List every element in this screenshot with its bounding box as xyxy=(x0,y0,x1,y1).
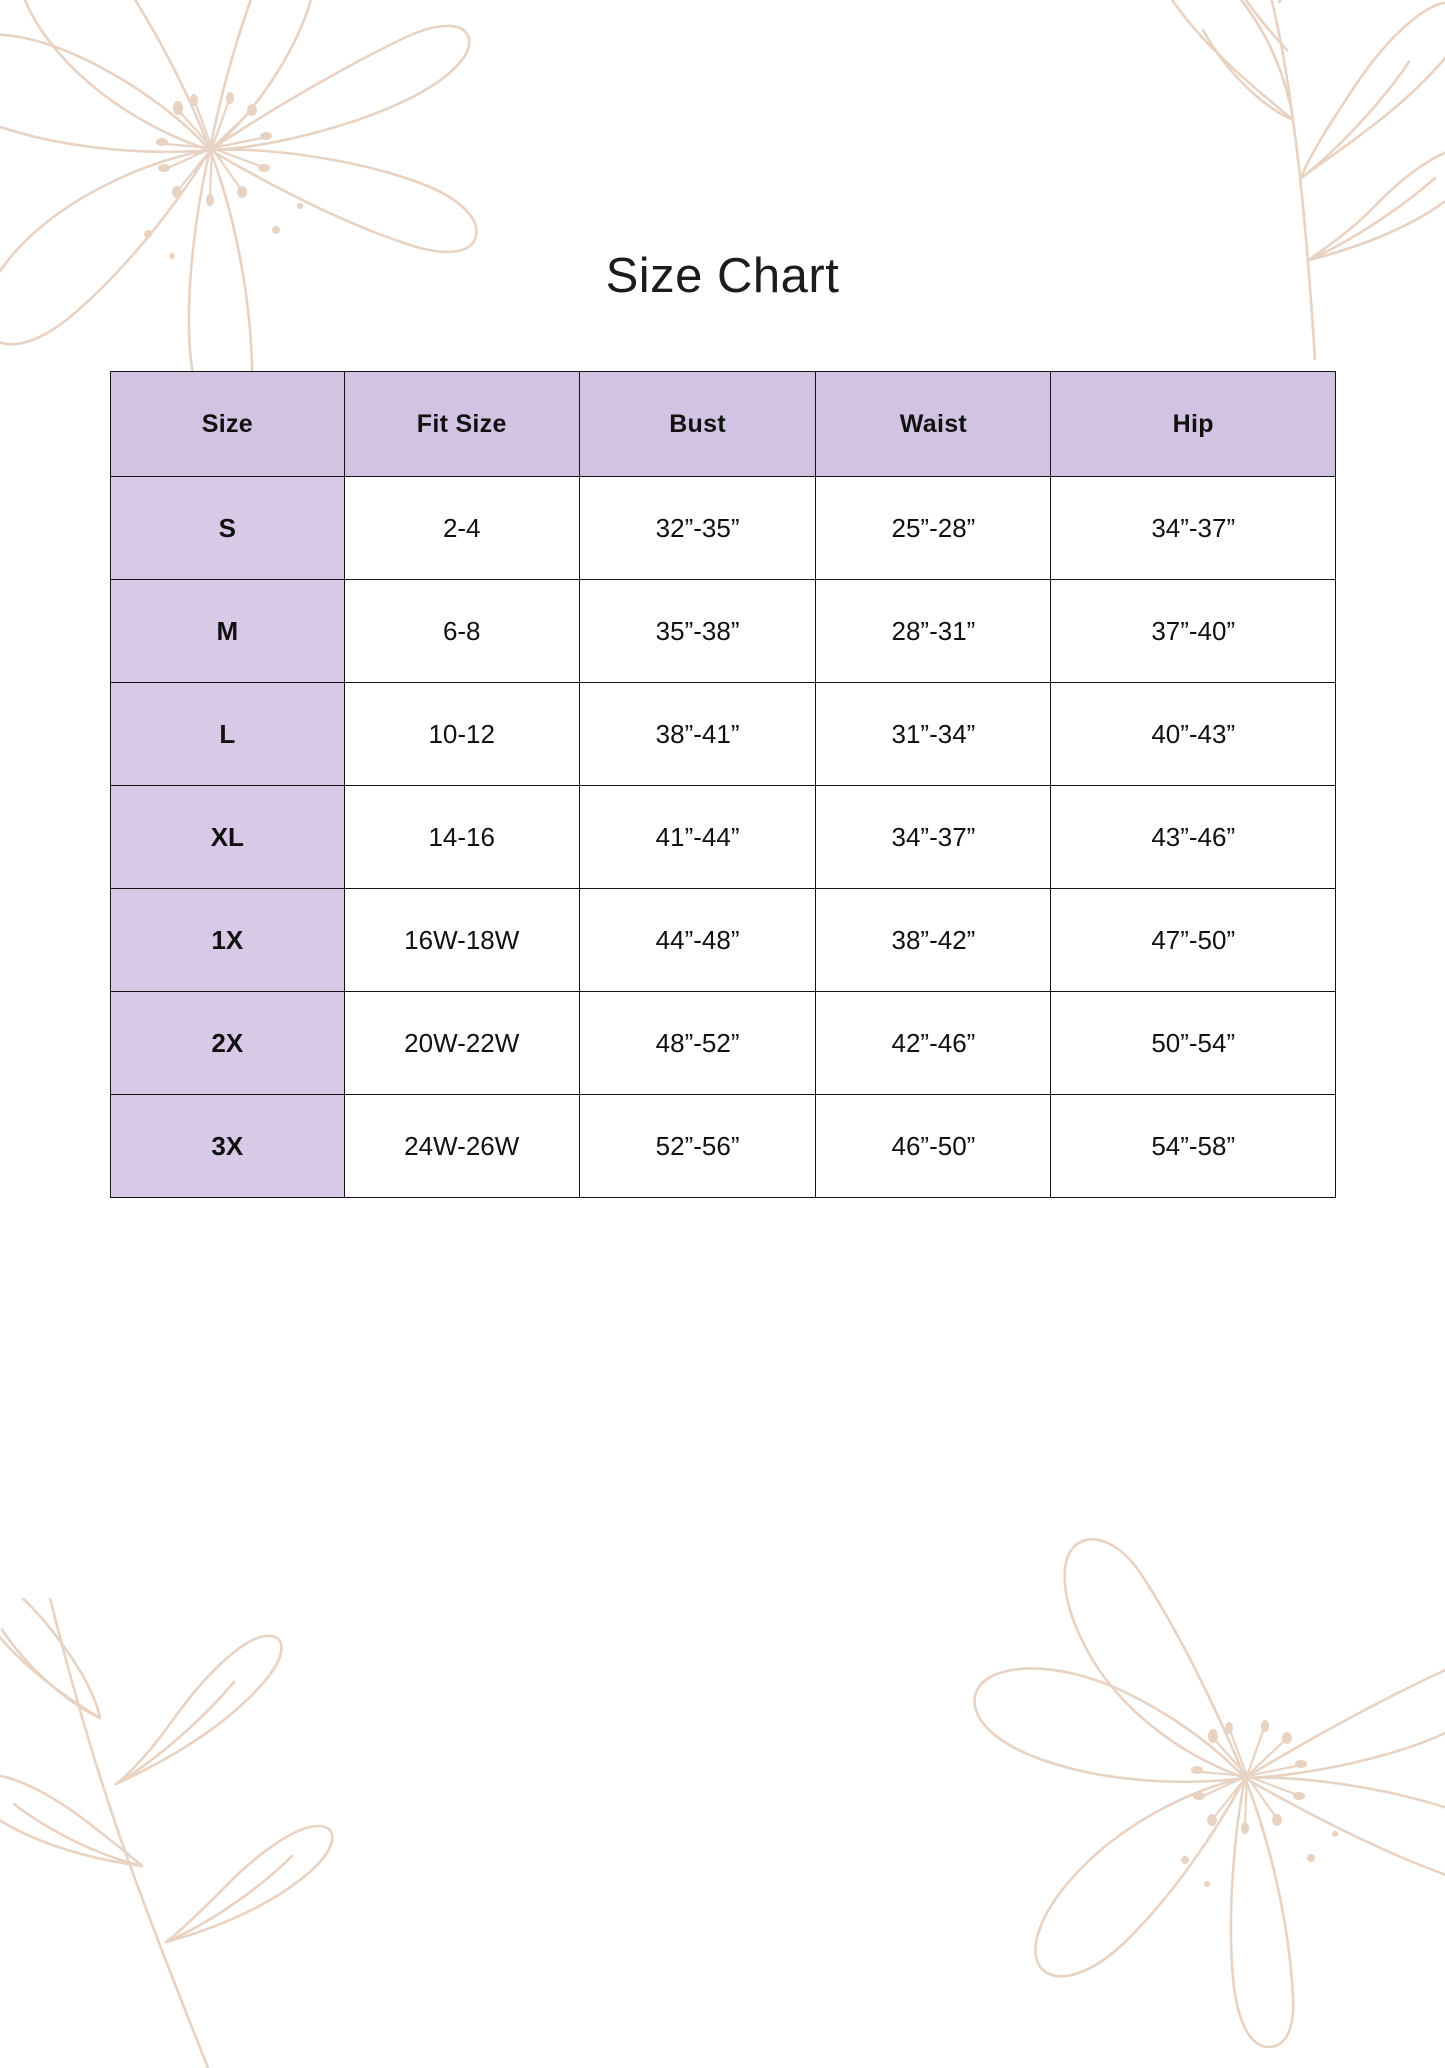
cell-fit-size: 14-16 xyxy=(343,785,580,889)
cell-size: L xyxy=(110,682,345,786)
cell-size: M xyxy=(110,579,345,683)
cell-bust: 38”-41” xyxy=(578,682,817,786)
cell-bust: 52”-56” xyxy=(578,1094,817,1198)
cell-bust: 41”-44” xyxy=(578,785,817,889)
cell-fit-size: 6-8 xyxy=(343,579,580,683)
table-header: Size Fit Size Bust Waist Hip xyxy=(110,371,1336,477)
page-title: Size Chart xyxy=(605,249,840,303)
cell-bust: 48”-52” xyxy=(578,991,817,1095)
size-chart-table: Size Fit Size Bust Waist Hip S 2-4 32”-3… xyxy=(110,371,1336,1198)
cell-size: XL xyxy=(110,785,345,889)
table-header-row: Size Fit Size Bust Waist Hip xyxy=(110,371,1336,477)
cell-waist: 42”-46” xyxy=(815,991,1052,1095)
cell-waist: 31”-34” xyxy=(815,682,1052,786)
size-chart-table-container: Size Fit Size Bust Waist Hip S 2-4 32”-3… xyxy=(110,371,1336,1198)
cell-bust: 32”-35” xyxy=(578,476,817,580)
column-header-size: Size xyxy=(110,371,345,477)
size-chart-page: Size Chart Size Fit Size Bust Waist Hip … xyxy=(110,249,1336,1198)
table-row: L 10-12 38”-41” 31”-34” 40”-43” xyxy=(110,682,1336,786)
column-header-waist: Waist xyxy=(815,371,1052,477)
cell-waist: 25”-28” xyxy=(815,476,1052,580)
cell-hip: 47”-50” xyxy=(1050,888,1336,992)
cell-hip: 50”-54” xyxy=(1050,991,1336,1095)
table-row: 3X 24W-26W 52”-56” 46”-50” 54”-58” xyxy=(110,1094,1336,1198)
cell-waist: 28”-31” xyxy=(815,579,1052,683)
cell-fit-size: 20W-22W xyxy=(343,991,580,1095)
cell-bust: 44”-48” xyxy=(578,888,817,992)
column-header-hip: Hip xyxy=(1050,371,1336,477)
cell-fit-size: 2-4 xyxy=(343,476,580,580)
cell-fit-size: 10-12 xyxy=(343,682,580,786)
cell-size: 2X xyxy=(110,991,345,1095)
column-header-bust: Bust xyxy=(578,371,817,477)
cell-hip: 54”-58” xyxy=(1050,1094,1336,1198)
cell-hip: 40”-43” xyxy=(1050,682,1336,786)
cell-size: S xyxy=(110,476,345,580)
table-row: S 2-4 32”-35” 25”-28” 34”-37” xyxy=(110,476,1336,580)
cell-hip: 34”-37” xyxy=(1050,476,1336,580)
cell-hip: 43”-46” xyxy=(1050,785,1336,889)
cell-waist: 46”-50” xyxy=(815,1094,1052,1198)
column-header-fit-size: Fit Size xyxy=(343,371,580,477)
cell-waist: 34”-37” xyxy=(815,785,1052,889)
table-row: M 6-8 35”-38” 28”-31” 37”-40” xyxy=(110,579,1336,683)
table-row: XL 14-16 41”-44” 34”-37” 43”-46” xyxy=(110,785,1336,889)
cell-waist: 38”-42” xyxy=(815,888,1052,992)
table-body: S 2-4 32”-35” 25”-28” 34”-37” M 6-8 35”-… xyxy=(110,476,1336,1198)
table-row: 1X 16W-18W 44”-48” 38”-42” 47”-50” xyxy=(110,888,1336,992)
cell-size: 3X xyxy=(110,1094,345,1198)
table-row: 2X 20W-22W 48”-52” 42”-46” 50”-54” xyxy=(110,991,1336,1095)
cell-fit-size: 16W-18W xyxy=(343,888,580,992)
cell-size: 1X xyxy=(110,888,345,992)
cell-fit-size: 24W-26W xyxy=(343,1094,580,1198)
cell-bust: 35”-38” xyxy=(578,579,817,683)
cell-hip: 37”-40” xyxy=(1050,579,1336,683)
